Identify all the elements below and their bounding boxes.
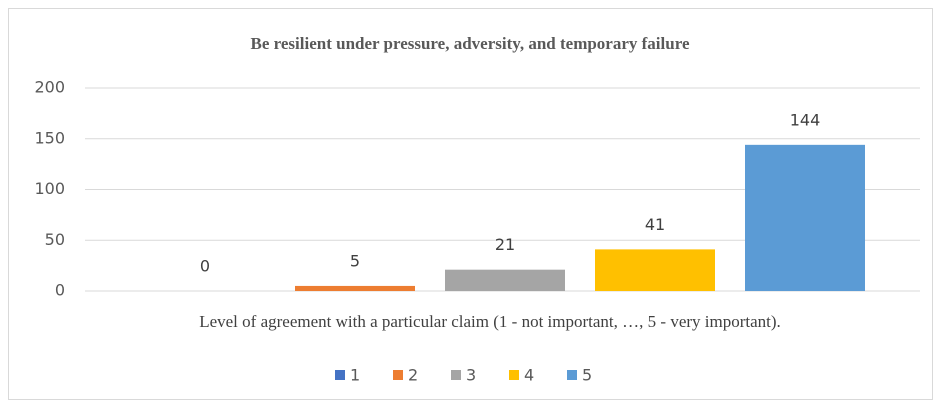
- legend-label: 5: [582, 366, 592, 385]
- y-tick-label: 50: [45, 230, 65, 249]
- bar: [445, 269, 565, 291]
- bar: [595, 249, 715, 291]
- legend-label: 4: [524, 366, 534, 385]
- chart-title: Be resilient under pressure, adversity, …: [251, 34, 690, 53]
- data-label: 41: [645, 215, 665, 234]
- legend-swatch: [393, 370, 403, 380]
- y-tick-label: 100: [34, 179, 65, 198]
- legend-swatch: [335, 370, 345, 380]
- bar: [745, 144, 865, 291]
- legend-swatch: [451, 370, 461, 380]
- legend-label: 1: [350, 366, 360, 385]
- data-label: 21: [495, 235, 515, 254]
- y-tick-label: 200: [34, 78, 65, 97]
- data-label: 5: [350, 251, 360, 270]
- y-tick-label: 0: [55, 281, 65, 300]
- data-label: 0: [200, 257, 210, 276]
- legend-swatch: [567, 370, 577, 380]
- legend-label: 2: [408, 366, 418, 385]
- data-label: 144: [790, 110, 821, 129]
- legend-swatch: [509, 370, 519, 380]
- legend-label: 3: [466, 366, 476, 385]
- y-tick-label: 150: [34, 128, 65, 147]
- x-tick-label: Level of agreement with a particular cla…: [199, 312, 781, 331]
- bar: [295, 285, 415, 291]
